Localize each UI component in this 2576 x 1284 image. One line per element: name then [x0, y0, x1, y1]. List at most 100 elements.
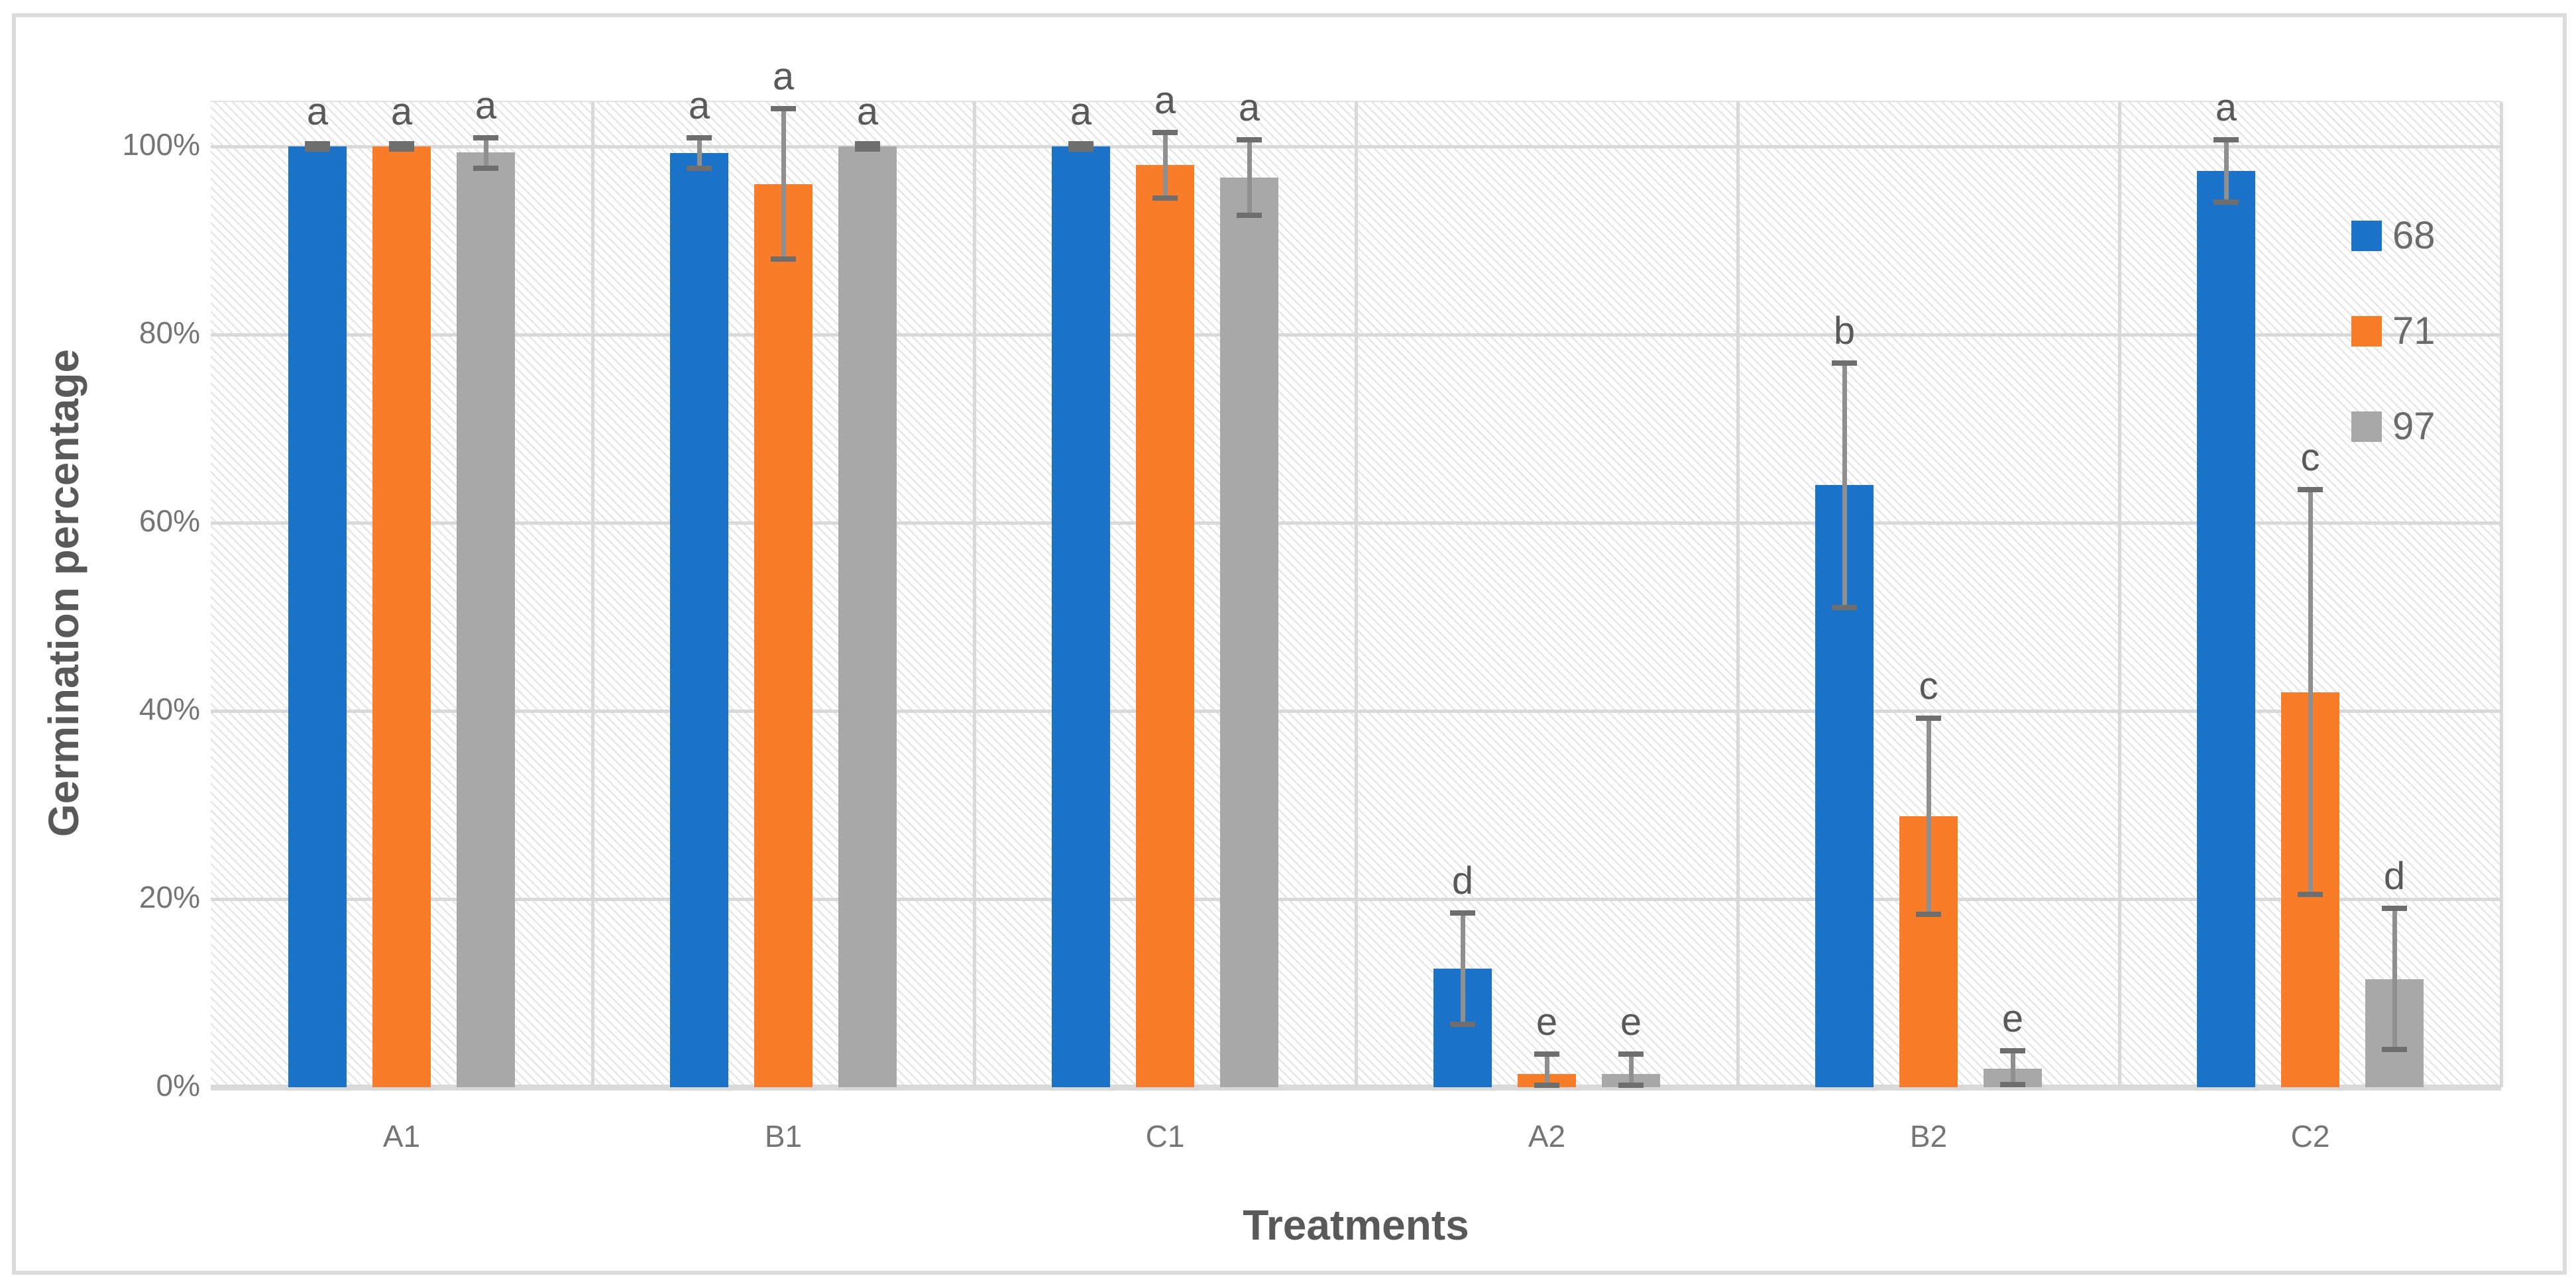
error-cap-high-71-C2 [2298, 487, 2323, 493]
error-bar-71-C2 [2308, 490, 2313, 894]
error-bar-68-B1 [697, 138, 702, 168]
bar-68-C1 [1052, 146, 1110, 1087]
error-cap-low-68-C1 [1068, 146, 1093, 152]
x-tick-label-B1: B1 [764, 1119, 803, 1153]
error-cap-high-97-C2 [2382, 906, 2407, 912]
error-cap-low-97-A1 [473, 165, 498, 171]
error-cap-high-68-B2 [1832, 360, 1857, 366]
significance-letter-68-A1: a [306, 89, 329, 133]
error-cap-high-68-C2 [2213, 137, 2239, 143]
bar-71-B1 [754, 184, 812, 1087]
significance-letter-68-C1: a [1070, 89, 1092, 133]
plot-area: a a a a a a a a a d e e b c e a c d [211, 55, 2503, 1091]
error-cap-high-71-A1 [389, 140, 414, 146]
error-cap-high-68-B1 [687, 135, 712, 141]
legend-label-71: 71 [2392, 309, 2436, 352]
significance-letter-71-B2: c [1919, 665, 1938, 708]
error-bar-71-C1 [1162, 132, 1168, 199]
error-cap-high-68-A1 [305, 140, 330, 146]
y-tick-label-20%: 20% [139, 880, 200, 914]
error-cap-high-71-B1 [771, 106, 796, 112]
error-bar-71-A1 [399, 143, 404, 150]
error-bar-68-C1 [1078, 143, 1084, 150]
legend-item-97: 97 [2351, 407, 2436, 446]
category-separator-gridline [591, 102, 594, 1087]
significance-letter-97-A2: e [1620, 1000, 1642, 1044]
significance-letter-97-C2: d [2383, 855, 2406, 898]
error-bar-97-C1 [1247, 140, 1252, 215]
error-cap-low-71-C2 [2298, 891, 2323, 897]
bar-97-B1 [838, 146, 897, 1087]
x-tick-label-A1: A1 [382, 1119, 421, 1153]
error-cap-low-97-B1 [855, 146, 880, 152]
error-bar-68-B2 [1842, 362, 1847, 608]
y-tick-label-0%: 0% [156, 1068, 200, 1102]
significance-letter-71-C2: c [2300, 436, 2320, 480]
significance-letter-71-A1: a [390, 89, 413, 133]
error-cap-high-97-A1 [473, 135, 498, 141]
error-cap-low-68-C2 [2213, 199, 2239, 205]
x-tick-label-C1: C1 [1145, 1119, 1185, 1153]
significance-letter-97-A1: a [475, 84, 497, 128]
significance-letter-68-B2: b [1833, 309, 1856, 352]
bar-68-A1 [288, 146, 347, 1087]
category-separator-gridline [1736, 102, 1740, 1087]
error-cap-high-97-B1 [855, 140, 880, 146]
significance-letter-71-C1: a [1154, 78, 1176, 122]
x-tick-label-B2: B2 [1909, 1119, 1948, 1153]
error-bar-68-C2 [2223, 140, 2229, 202]
error-bar-97-B1 [865, 143, 870, 150]
error-cap-high-71-B2 [1916, 716, 1941, 722]
error-bar-97-A2 [1628, 1054, 1634, 1086]
y-tick-label-60%: 60% [139, 504, 200, 538]
x-axis-baseline [211, 1085, 2501, 1091]
significance-letter-97-B1: a [856, 89, 879, 133]
error-cap-low-71-B1 [771, 256, 796, 262]
error-bar-97-C2 [2392, 908, 2397, 1050]
legend-item-71: 71 [2351, 312, 2436, 350]
significance-letter-97-C1: a [1238, 86, 1260, 130]
error-cap-high-68-C1 [1068, 140, 1093, 146]
legend-label-68: 68 [2392, 214, 2436, 257]
error-cap-low-71-A1 [389, 146, 414, 152]
legend-swatch-71 [2351, 316, 2382, 347]
category-separator-gridline [973, 102, 976, 1087]
significance-letter-71-A2: e [1536, 1000, 1558, 1044]
x-tick-label-C2: C2 [2290, 1119, 2330, 1153]
error-cap-high-97-C1 [1237, 137, 1262, 143]
x-axis-title: Treatments [1243, 1201, 1469, 1249]
error-cap-high-71-C1 [1152, 129, 1178, 135]
legend-item-68: 68 [2351, 217, 2436, 255]
error-bar-68-A1 [315, 143, 320, 150]
category-separator-gridline [1355, 102, 1358, 1087]
error-bar-71-B1 [781, 109, 786, 260]
significance-letter-68-B1: a [688, 84, 710, 128]
error-bar-71-A2 [1544, 1054, 1549, 1086]
y-tick-label-80%: 80% [139, 315, 200, 350]
error-cap-low-68-A1 [305, 146, 330, 152]
x-tick-label-A2: A2 [1528, 1119, 1566, 1153]
bar-68-B1 [670, 152, 728, 1087]
bar-97-C1 [1220, 177, 1278, 1087]
error-cap-low-97-C2 [2382, 1047, 2407, 1053]
error-cap-low-97-A2 [1618, 1083, 1644, 1089]
y-tick-label-40%: 40% [139, 692, 200, 726]
error-bar-97-B2 [2010, 1050, 2015, 1085]
significance-letter-68-C2: a [2215, 86, 2237, 130]
bar-97-A1 [457, 152, 515, 1087]
error-cap-high-97-B2 [2000, 1047, 2025, 1053]
error-cap-low-97-C1 [1237, 212, 1262, 218]
error-bar-71-B2 [1926, 718, 1931, 914]
error-cap-low-68-B2 [1832, 604, 1857, 610]
legend-swatch-68 [2351, 221, 2382, 251]
error-bar-97-A1 [483, 138, 488, 168]
error-cap-low-68-B1 [687, 165, 712, 171]
significance-letter-97-B2: e [2001, 996, 2024, 1040]
bar-71-C1 [1136, 165, 1194, 1087]
category-separator-gridline [2118, 102, 2121, 1087]
legend-swatch-97 [2351, 411, 2382, 442]
significance-letter-68-A2: d [1451, 859, 1474, 903]
y-axis-title: Germination percentage [40, 348, 87, 837]
error-cap-low-71-C1 [1152, 195, 1178, 201]
